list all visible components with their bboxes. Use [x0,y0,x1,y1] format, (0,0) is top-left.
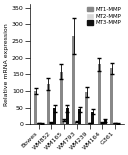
Bar [50,123,53,124]
Bar [47,84,50,124]
Bar [37,123,40,124]
Bar [116,123,120,124]
Bar [63,120,66,124]
Bar [110,68,113,124]
Bar [66,108,69,124]
Bar [60,72,63,124]
Bar [104,120,107,124]
Y-axis label: Relative mRNA expression: Relative mRNA expression [4,23,9,106]
Bar [85,92,88,124]
Bar [113,123,116,124]
Bar [75,122,78,124]
Bar [78,109,81,124]
Legend: MT1-MMP, MT2-MMP, MT3-MMP: MT1-MMP, MT2-MMP, MT3-MMP [87,7,121,25]
Bar [91,112,94,124]
Bar [72,36,75,124]
Bar [88,123,91,124]
Bar [98,64,101,124]
Bar [53,108,56,124]
Bar [101,122,104,124]
Bar [34,91,37,124]
